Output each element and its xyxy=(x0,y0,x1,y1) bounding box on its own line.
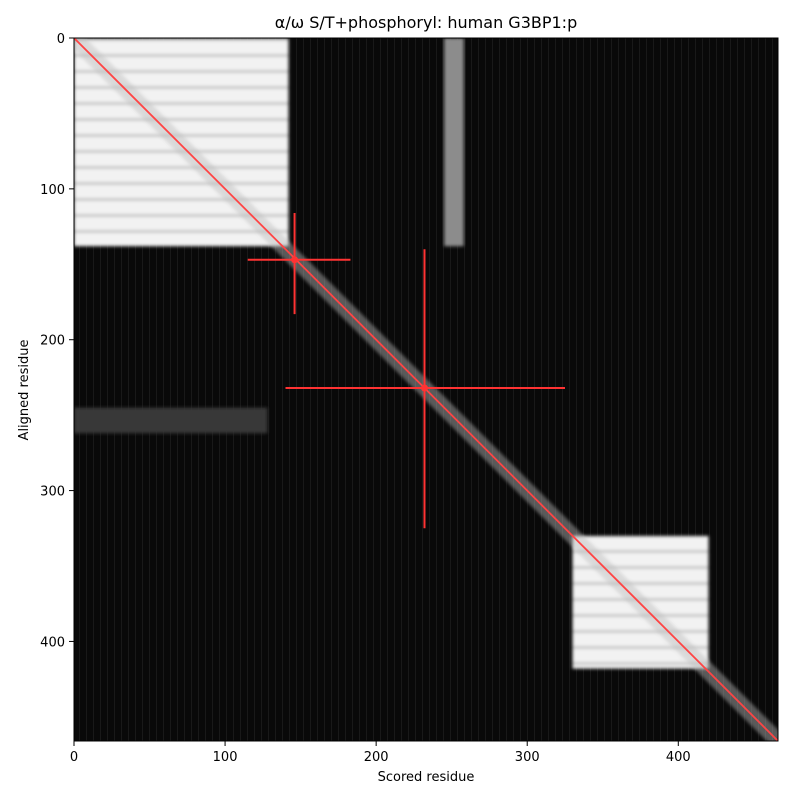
chart-title: α/ω S/T+phosphoryl: human G3BP1:p xyxy=(275,13,577,32)
crosshair-1 xyxy=(247,212,351,315)
heatmap-block-4 xyxy=(74,407,268,434)
x-axis-label: Scored residue xyxy=(378,770,475,785)
x-tick-label: 200 xyxy=(364,750,389,765)
crosshair-2-point xyxy=(420,384,428,392)
crosshair-2 xyxy=(285,249,565,529)
y-tick-label: 300 xyxy=(40,485,65,500)
crosshair-1-point xyxy=(291,256,299,264)
y-tick-label: 400 xyxy=(40,635,65,650)
x-axis: 0 100 200 300 400 xyxy=(70,741,691,765)
plot-area xyxy=(74,38,778,741)
x-tick-label: 300 xyxy=(515,750,540,765)
x-tick-label: 400 xyxy=(666,750,691,765)
overlay-marks xyxy=(74,38,778,741)
x-tick-label: 0 xyxy=(70,750,78,765)
plot-frame xyxy=(73,37,779,742)
y-tick-label: 0 xyxy=(57,32,65,47)
y-axis-label: Aligned residue xyxy=(17,340,32,441)
y-tick-label: 100 xyxy=(40,183,65,198)
y-tick-label: 200 xyxy=(40,334,65,349)
heatmap-block-3 xyxy=(444,38,464,247)
y-axis: 0 100 200 300 400 xyxy=(40,32,74,650)
x-tick-label: 100 xyxy=(213,750,238,765)
